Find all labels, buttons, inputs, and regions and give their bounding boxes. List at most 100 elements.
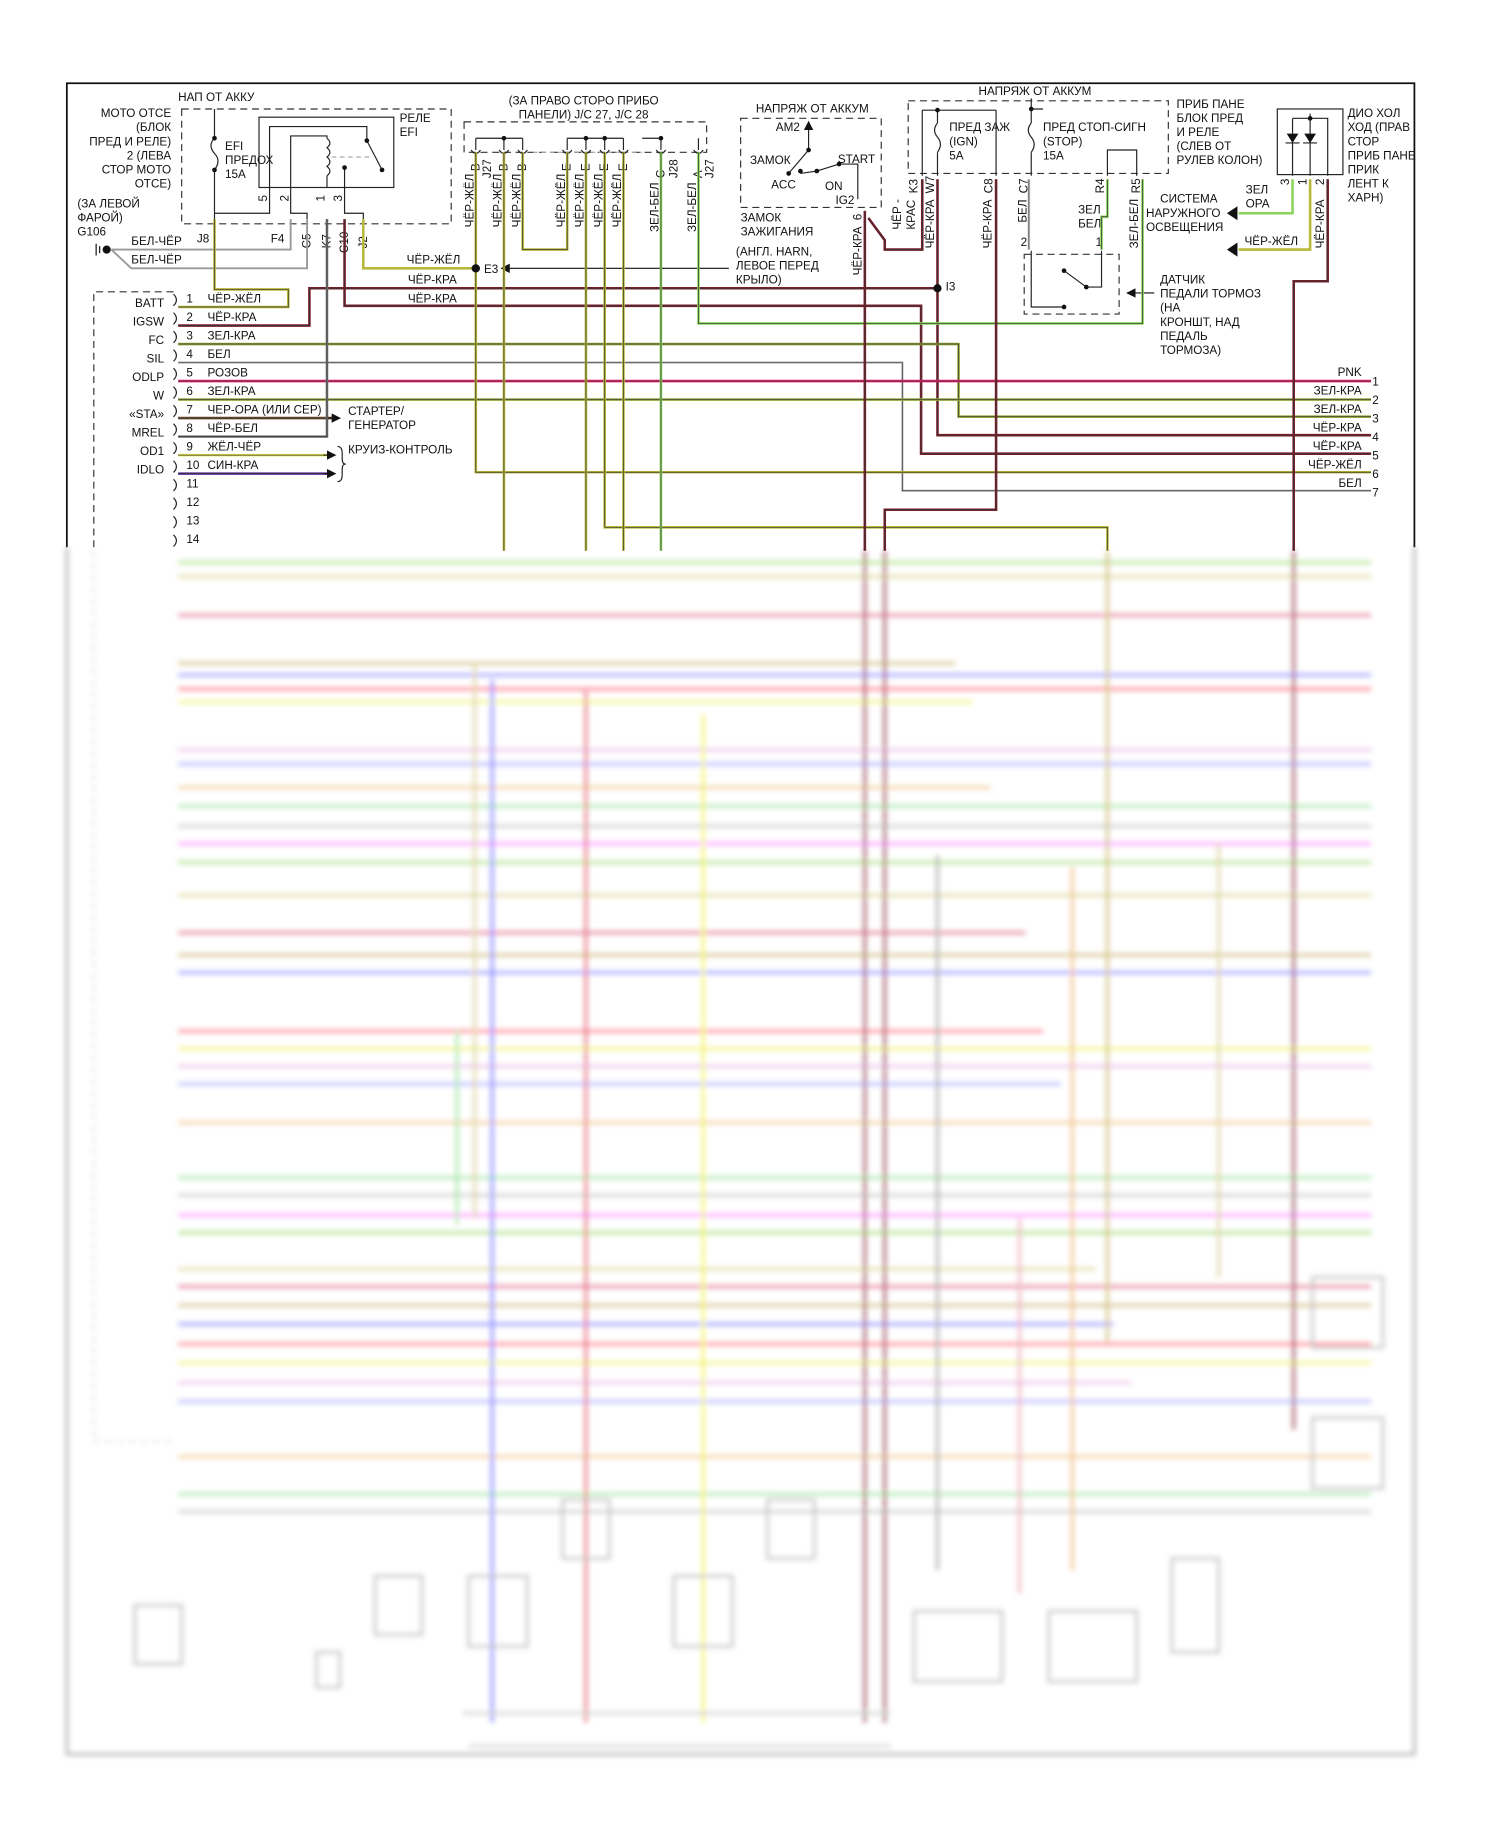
pin-label: 2 bbox=[1314, 179, 1327, 186]
harness-note: ЛЕВОЕ ПЕРЕД bbox=[736, 260, 819, 273]
pin-name: W bbox=[153, 390, 164, 403]
component-name: КРОНШТ, НАД bbox=[1160, 316, 1240, 329]
splice-i3 bbox=[933, 284, 942, 293]
wire-label: ЗЕЛ-КРА bbox=[1314, 385, 1362, 398]
pin-number: 5 bbox=[1372, 450, 1379, 463]
component-name: СТОР bbox=[1348, 135, 1380, 148]
wire-label: ЗЕЛ-КРА bbox=[1314, 403, 1362, 416]
pin-number: 11 bbox=[186, 477, 198, 490]
wire-label: ЗЕЛ bbox=[1078, 203, 1101, 216]
engine-relay-block: НАП ОТ АККУ МОТО ОТСЕ (БЛОК ПРЕД И РЕЛЕ)… bbox=[89, 91, 452, 253]
location-line: БЛОК ПРЕД bbox=[1177, 112, 1244, 125]
wire-label: ЧЁР-ЖЁЛ bbox=[510, 174, 523, 228]
wire-label: ЧЁР-КРА bbox=[408, 274, 457, 287]
component-name: НАРУЖНОГО bbox=[1146, 207, 1220, 220]
relay-pin: 3 bbox=[332, 195, 345, 202]
pin-number: 12 bbox=[186, 496, 199, 509]
wire-label: ОРА bbox=[1246, 197, 1270, 210]
location-line: РУЛЕВ КОЛОН) bbox=[1177, 154, 1263, 167]
wire-label: ЧЁР-КРА bbox=[981, 199, 994, 248]
wire-label: ЧЁР-ЖЁЛ bbox=[574, 174, 587, 228]
position-ig2: IG2 bbox=[836, 194, 855, 207]
wire-harness bbox=[178, 152, 1372, 551]
component-name: ПРИБ ПАНЕ bbox=[1348, 149, 1416, 162]
pin-number: 7 bbox=[186, 403, 193, 416]
ground-location: G106 bbox=[77, 226, 106, 239]
pin-label: 3 bbox=[1279, 179, 1292, 186]
pin-number: 3 bbox=[186, 329, 193, 342]
location-line: (СЛЕВ ОТ bbox=[1177, 140, 1232, 153]
component-name: ПРИК bbox=[1348, 163, 1380, 176]
fuse-label: (IGN) bbox=[949, 135, 978, 148]
relay-label: EFI bbox=[400, 126, 418, 139]
brace bbox=[337, 445, 346, 483]
connector-label: J27 bbox=[481, 159, 494, 178]
wire bbox=[863, 179, 924, 551]
connector-label: F4 bbox=[271, 233, 285, 246]
wire-label: ЧЁР-БЕЛ bbox=[207, 422, 257, 435]
wire-label: ЧЁР-ЖЁЛ bbox=[1244, 235, 1298, 248]
brake-pedal-switch: 2 1 ДАТЧИК ПЕДАЛИ ТОРМОЗ (НА КРОНШТ, НАД… bbox=[1021, 236, 1261, 357]
pin-number: 1 bbox=[186, 292, 193, 305]
fuse-label: ПРЕД ЗАЖ bbox=[949, 121, 1010, 134]
component-name: СИСТЕМА bbox=[1160, 193, 1218, 206]
instrument-fuse-block: НАПРЯЖ ОТ АККУМ ПРЕД ЗАЖ (IGN) 5A ПРЕД С… bbox=[891, 85, 1262, 294]
relay-pin: 2 bbox=[278, 195, 291, 202]
component-name: ДАТЧИК bbox=[1160, 274, 1205, 287]
wire-label: СИН-КРА bbox=[207, 459, 258, 472]
fuse-label: (STOP) bbox=[1043, 135, 1083, 148]
wire-label: ЧЁР-ЖЁЛ bbox=[611, 174, 624, 228]
fuse-rating: 5A bbox=[949, 149, 964, 162]
wire-label: ЧЁР-ЖЁЛ bbox=[592, 174, 605, 228]
pin-number: 9 bbox=[186, 440, 193, 453]
wire-label: БЕЛ bbox=[1078, 217, 1101, 230]
wire-label: ЧЕР-ОРА (ИЛИ СЕР) bbox=[207, 403, 321, 416]
splice-label: E3 bbox=[484, 263, 498, 276]
pin-label: 2 bbox=[1021, 236, 1028, 249]
pin-number: 6 bbox=[1372, 468, 1379, 481]
pin-label: C7 bbox=[1018, 178, 1031, 193]
pin-number: 2 bbox=[186, 311, 193, 324]
pin-number: 8 bbox=[186, 422, 193, 435]
relay-pin: 5 bbox=[257, 195, 270, 202]
pin-label: W7 bbox=[924, 176, 937, 194]
wire-label: ЗЕЛ-БЕЛ bbox=[649, 182, 662, 232]
location-line: ОТСЕ) bbox=[135, 177, 172, 190]
supply-label: НАПРЯЖ ОТ АККУМ bbox=[756, 102, 869, 115]
junction-title: (ЗА ПРАВО СТОРО ПРИБО bbox=[509, 94, 659, 107]
wire-label: ЧЁР-КРА bbox=[851, 226, 864, 275]
starter-label: СТАРТЕР/ bbox=[348, 405, 405, 418]
component-name: ХОД (ПРАВ bbox=[1348, 121, 1411, 134]
component-name: ХАРН) bbox=[1348, 192, 1384, 205]
pin-name: IGSW bbox=[133, 316, 164, 329]
component-name: ЗАЖИГАНИЯ bbox=[741, 226, 814, 239]
location-line: СТОР МОТО bbox=[102, 163, 171, 176]
wire-label: ЧЁР-ЖЁЛ bbox=[555, 174, 568, 228]
pin-number: 10 bbox=[186, 459, 200, 472]
ground-g106: (ЗА ЛЕВОЙ ФАРОЙ) G106 БЕЛ-ЧЁР БЕЛ-ЧЁР bbox=[77, 197, 308, 270]
wire-label: ЗЕЛ-БЕЛ bbox=[1128, 199, 1141, 249]
position-start: START bbox=[838, 153, 875, 166]
fuse-rating: 15A bbox=[1043, 149, 1064, 162]
pin-name: BATT bbox=[135, 297, 164, 310]
supply-label: НАПРЯЖ ОТ АККУМ bbox=[979, 85, 1092, 98]
pin-name: IDLO bbox=[137, 464, 164, 477]
connector-label: J27 bbox=[704, 159, 717, 178]
wire-label: КРАС bbox=[905, 200, 918, 230]
pin-number: 2 bbox=[1372, 394, 1379, 407]
pin-number: 1 bbox=[1372, 376, 1379, 389]
location-line: И РЕЛЕ bbox=[1177, 126, 1220, 139]
component-name: ДИО ХОЛ bbox=[1348, 107, 1401, 120]
pin-number: 7 bbox=[1372, 487, 1379, 500]
connector-label: J8 bbox=[197, 233, 209, 246]
junction-title: ПАНЕЛИ) J/C 27, J/C 28 bbox=[519, 108, 649, 121]
component-name: ПЕДАЛИ ТОРМОЗ bbox=[1160, 288, 1261, 301]
component-name: ПЕДАЛЬ bbox=[1160, 330, 1208, 343]
wire-label: PNK bbox=[1338, 366, 1362, 379]
wire-label: ЗЕЛ-БЕЛ bbox=[686, 182, 699, 232]
component-name: ЗАМОК bbox=[741, 211, 782, 224]
pin-name: MREL bbox=[132, 427, 165, 440]
pin-number: 14 bbox=[186, 533, 200, 546]
wire-label: ЧЁР-КРА bbox=[1314, 199, 1327, 248]
